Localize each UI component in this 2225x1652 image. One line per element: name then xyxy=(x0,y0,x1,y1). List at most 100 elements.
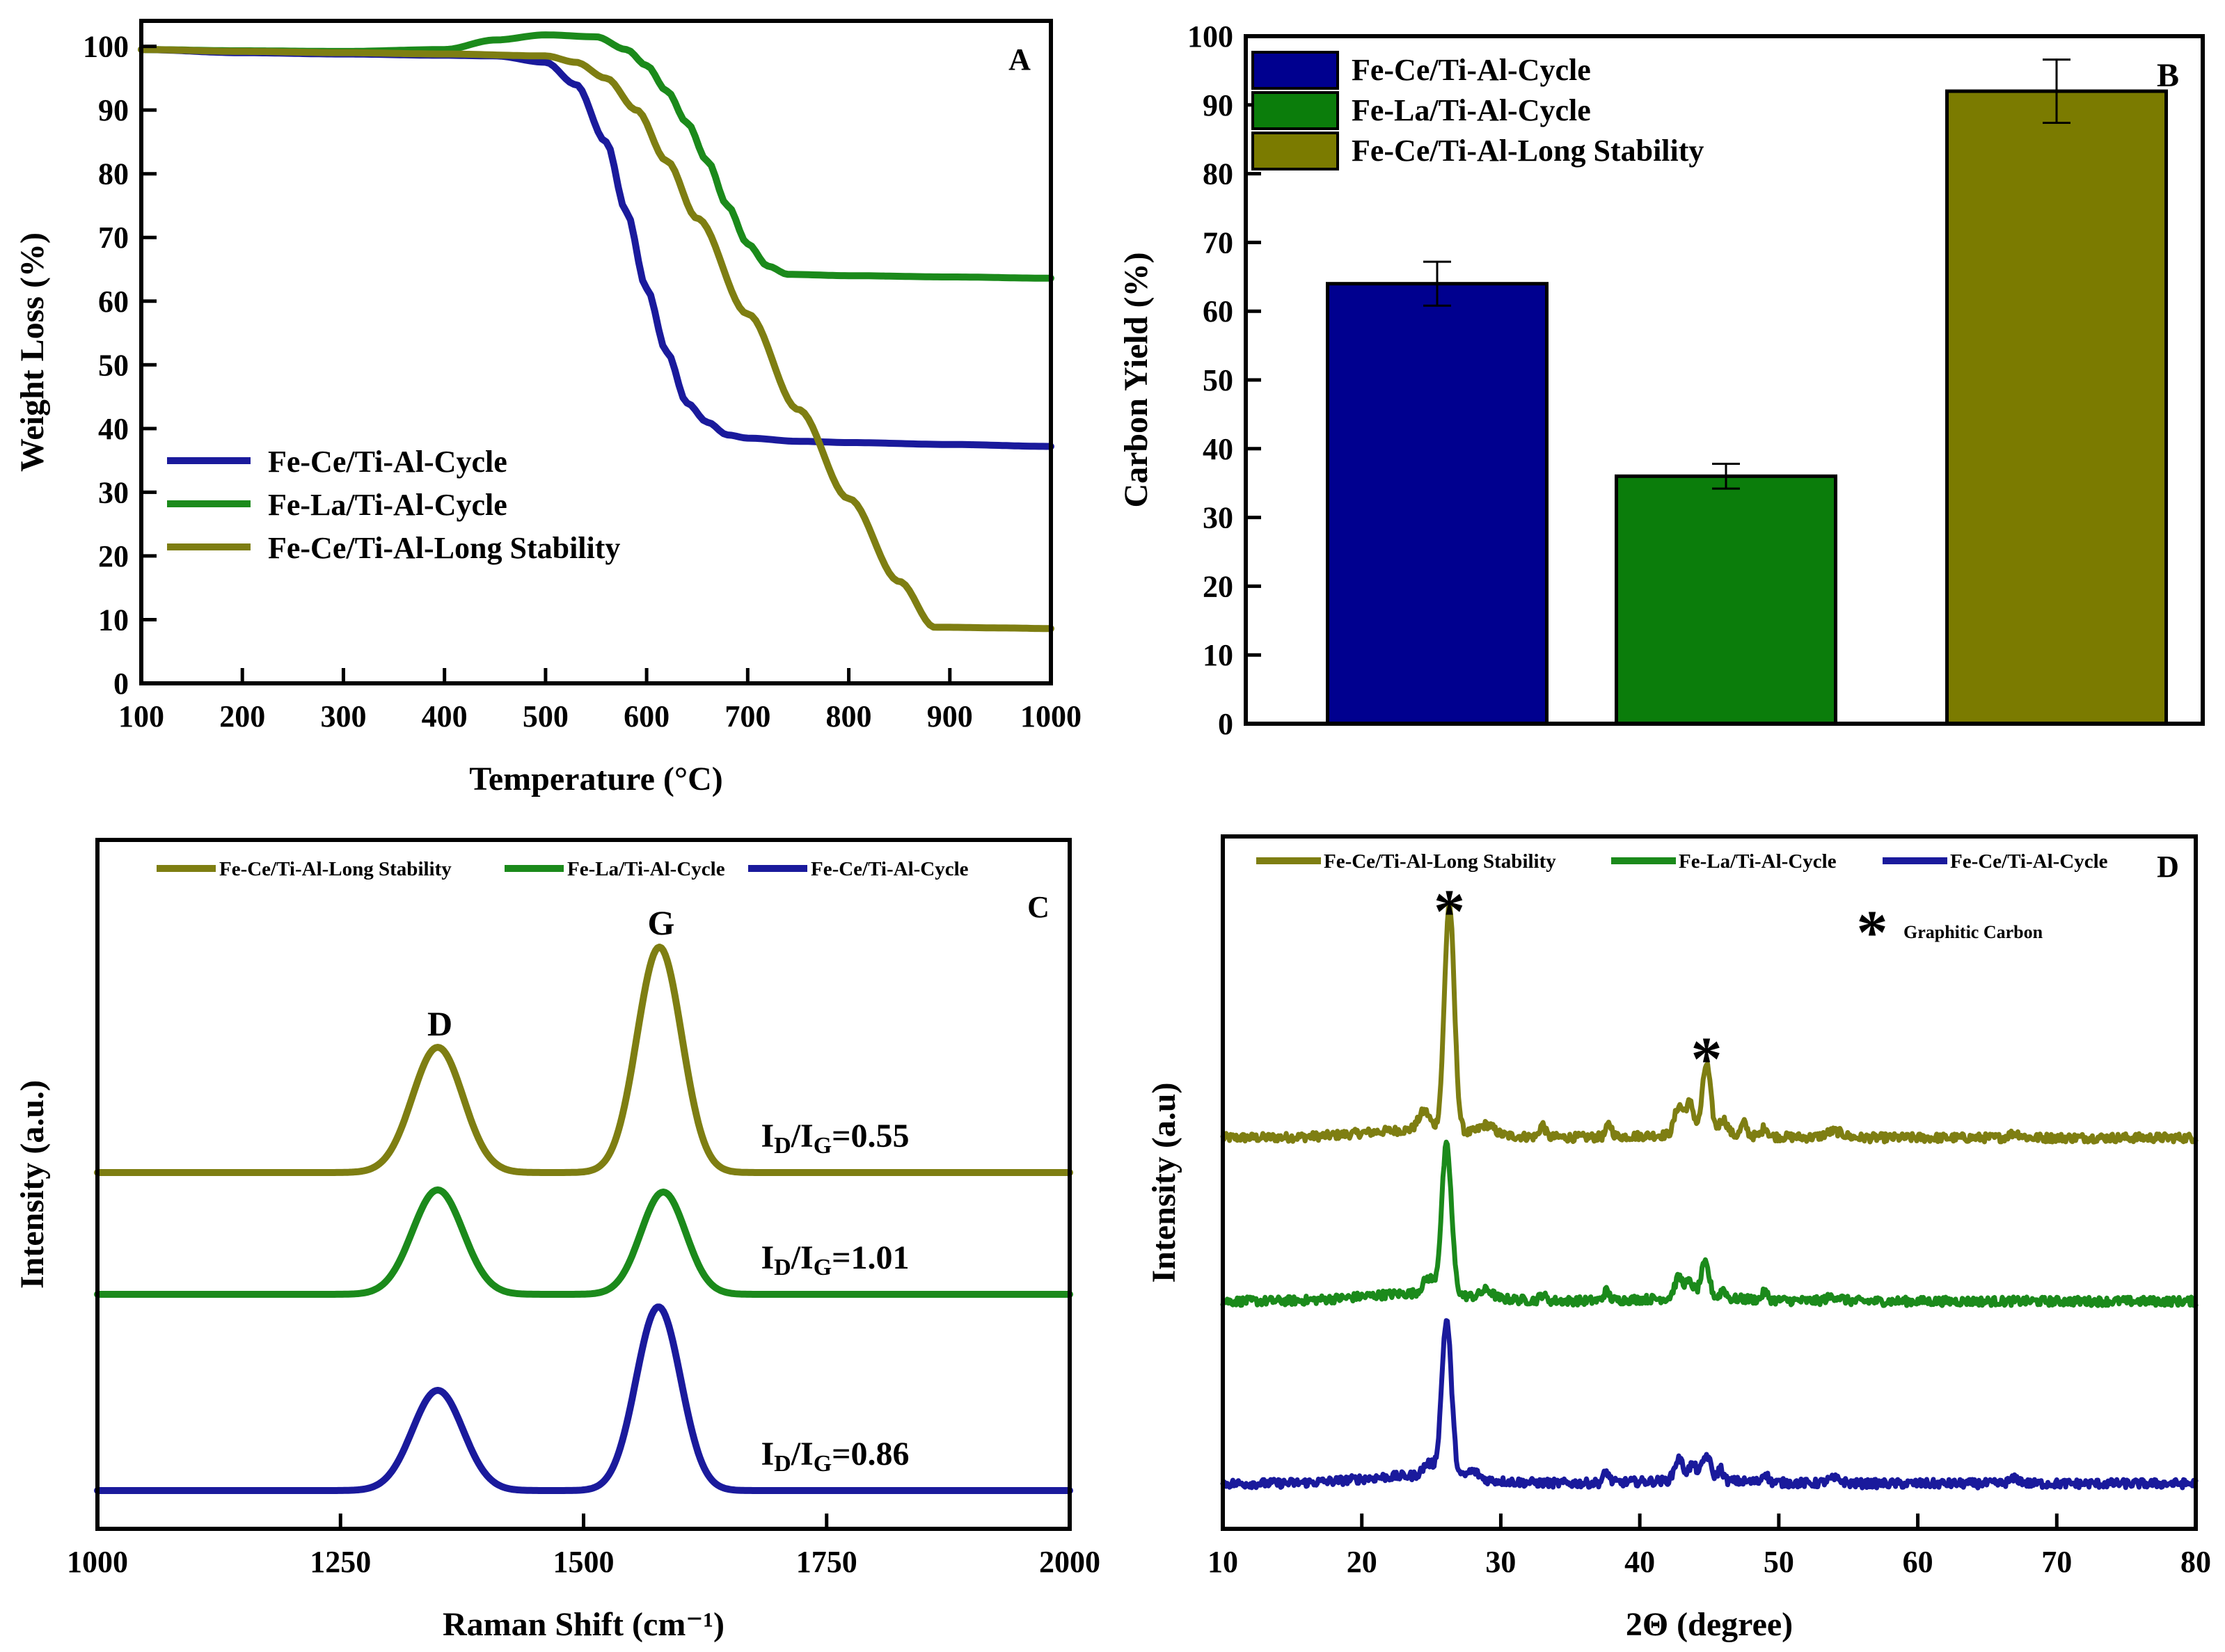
panel-label-c: C xyxy=(1027,890,1050,924)
asterisk-marker-d: * xyxy=(1691,1025,1723,1094)
panel-label-d: D xyxy=(2157,850,2179,884)
ratio-label-part: /I xyxy=(791,1239,814,1276)
x-tick-label-a: 300 xyxy=(320,699,366,733)
y-tick-label-b: 70 xyxy=(1203,225,1233,260)
ratio-label-part: I xyxy=(761,1436,774,1472)
y-tick-label-a: 60 xyxy=(98,285,129,319)
asterisk-marker-d: * xyxy=(1434,877,1465,946)
y-tick-label-b: 50 xyxy=(1203,363,1233,397)
x-tick-label-a: 1000 xyxy=(1020,699,1082,733)
y-tick-label-a: 80 xyxy=(98,157,129,191)
chart-d: 10 20 30 40 50 60 70 80 2Θ (degree) Intensity (a.… xyxy=(1146,834,2211,1643)
legend-label-d: Fe-Ce/Ti-Al-Cycle xyxy=(1950,850,2108,873)
bar-b xyxy=(1945,89,2168,726)
legend-label-d: Fe-La/Ti-Al-Cycle xyxy=(1679,850,1837,873)
panel-label-a: A xyxy=(1008,42,1031,77)
x-tick-label-a: 800 xyxy=(826,699,872,733)
x-tick-label-d: 60 xyxy=(1903,1545,1933,1579)
legend-label-b: Fe-La/Ti-Al-Cycle xyxy=(1352,93,1591,127)
series-line-c-0 xyxy=(94,944,1073,1176)
bar-b xyxy=(1326,282,1549,726)
x-axis-label-a: Temperature (°C) xyxy=(469,761,722,797)
y-tick-label-a: 70 xyxy=(98,221,129,255)
y-tick-label-b: 60 xyxy=(1203,294,1233,328)
x-axis-label-d: 2Θ (degree) xyxy=(1626,1606,1793,1643)
x-tick-label-c: 2000 xyxy=(1039,1545,1100,1579)
ratio-label-c: ID/IG=0.86 xyxy=(761,1436,909,1477)
y-tick-label-a: 10 xyxy=(98,603,129,637)
chart-b: 0 10 20 30 40 50 60 70 80 90 100 Carbon Yield (%) B F… xyxy=(1118,19,2205,741)
ratio-label-part: D xyxy=(774,1133,791,1159)
peak-label-d: D xyxy=(427,1004,452,1043)
x-tick-label-a: 100 xyxy=(118,699,164,733)
x-tick-label-d: 50 xyxy=(1764,1545,1794,1579)
x-tick-label-d: 40 xyxy=(1624,1545,1655,1579)
series-line-a-2 xyxy=(138,46,1054,633)
x-tick-label-c: 1250 xyxy=(310,1545,371,1579)
legend-label-b: Fe-Ce/Ti-Al-Cycle xyxy=(1352,53,1591,87)
y-tick-label-a: 50 xyxy=(98,348,129,382)
ratio-label-part: D xyxy=(774,1255,791,1280)
y-tick-label-a: 100 xyxy=(83,30,129,64)
x-tick-label-a: 700 xyxy=(724,699,770,733)
ratio-label-part: I xyxy=(761,1118,774,1154)
y-tick-label-b: 20 xyxy=(1203,569,1233,603)
y-axis-label-d: Intensity (a.u) xyxy=(1146,1082,1182,1282)
ratio-label-part: G xyxy=(814,1255,832,1280)
x-tick-label-c: 1000 xyxy=(67,1545,128,1579)
y-tick-label-a: 90 xyxy=(98,93,129,127)
ratio-label-c: ID/IG=0.55 xyxy=(761,1118,909,1159)
x-tick-label-d: 10 xyxy=(1207,1545,1238,1579)
annotation-d: Graphitic Carbon xyxy=(1903,922,2043,942)
chart-a: 100 200 300 400 500 600 700 800 900 1000 0 10 20 30 40… xyxy=(14,19,1082,797)
x-tick-label-a: 900 xyxy=(927,699,973,733)
ratio-label-part: /I xyxy=(791,1118,814,1154)
y-tick-label-b: 90 xyxy=(1203,88,1233,122)
ratio-label-part: =0.86 xyxy=(832,1436,909,1472)
x-tick-label-d: 70 xyxy=(2041,1545,2072,1579)
plot-frame-a xyxy=(139,19,1053,685)
x-tick-label-d: 20 xyxy=(1347,1545,1377,1579)
x-tick-label-c: 1750 xyxy=(796,1545,857,1579)
x-axis-label-c: Raman Shift (cm⁻¹) xyxy=(443,1606,724,1643)
legend-label-a: Fe-Ce/Ti-Al-Cycle xyxy=(268,445,507,479)
y-axis-label-a: Weight Loss (%) xyxy=(14,232,51,472)
x-tick-label-d: 80 xyxy=(2180,1545,2211,1579)
ratio-label-part: D xyxy=(774,1451,791,1477)
series-line-d-1 xyxy=(1220,1139,2199,1308)
legend-label-c: Fe-La/Ti-Al-Cycle xyxy=(567,858,725,880)
x-tick-label-c: 1500 xyxy=(553,1545,615,1579)
y-tick-label-b: 30 xyxy=(1203,501,1233,535)
ratio-label-part: =1.01 xyxy=(832,1239,909,1276)
series-line-c-1 xyxy=(94,1186,1073,1298)
y-tick-label-b: 100 xyxy=(1187,19,1233,54)
legend-label-c: Fe-Ce/Ti-Al-Cycle xyxy=(811,858,969,880)
peak-label-g: G xyxy=(648,903,675,942)
y-tick-label-a: 20 xyxy=(98,539,129,573)
series-line-c-2 xyxy=(94,1303,1073,1494)
bar-b xyxy=(1615,474,1837,726)
ratio-label-part: /I xyxy=(791,1436,814,1472)
y-axis-label-c: Intensity (a.u.) xyxy=(14,1080,51,1289)
x-tick-label-a: 400 xyxy=(422,699,468,733)
x-tick-label-a: 500 xyxy=(523,699,569,733)
ratio-label-part: G xyxy=(814,1133,832,1159)
y-tick-label-b: 80 xyxy=(1203,157,1233,191)
ratio-label-part: I xyxy=(761,1239,774,1276)
y-axis-label-b: Carbon Yield (%) xyxy=(1118,252,1155,507)
plot-frame-d xyxy=(1221,834,2198,1531)
asterisk-marker-d: * xyxy=(1857,898,1888,967)
legend-label-a: Fe-La/Ti-Al-Cycle xyxy=(268,488,507,522)
legend-label-d: Fe-Ce/Ti-Al-Long Stability xyxy=(1324,850,1556,873)
legend-swatch-b xyxy=(1251,91,1339,130)
ratio-label-part: G xyxy=(814,1451,832,1477)
legend-label-a: Fe-Ce/Ti-Al-Long Stability xyxy=(268,531,620,565)
x-tick-label-d: 30 xyxy=(1485,1545,1516,1579)
panel-label-b: B xyxy=(2157,57,2179,94)
legend-swatch-b xyxy=(1251,51,1339,90)
ratio-label-part: =0.55 xyxy=(832,1118,909,1154)
y-tick-label-a: 0 xyxy=(113,667,129,701)
series-line-d-2 xyxy=(1220,1318,2199,1491)
